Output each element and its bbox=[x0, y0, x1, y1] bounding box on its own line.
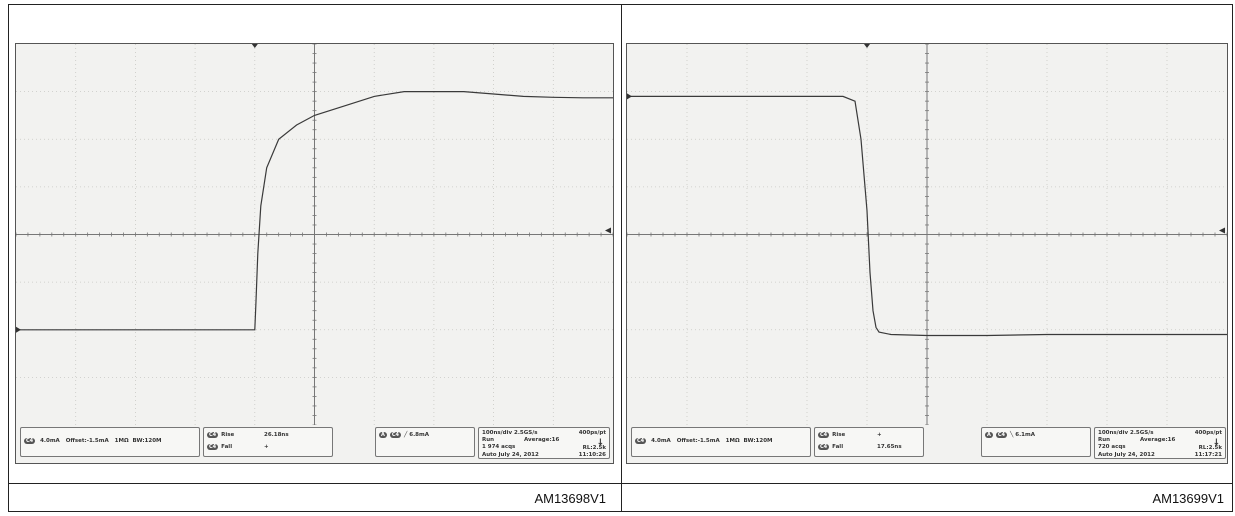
resolution: 400ps/pt bbox=[578, 430, 606, 436]
trigger-tag: A bbox=[985, 432, 993, 438]
caption-rule bbox=[9, 483, 1232, 484]
trigger-position-marker bbox=[251, 44, 258, 48]
waveform-trace bbox=[16, 90, 613, 331]
trigger-level-marker bbox=[605, 227, 611, 234]
acquisition-box: 100ns/div 2.5GS/s 400ps/pt Run Average:1… bbox=[478, 427, 610, 459]
trigger-level: 6.8mA bbox=[409, 432, 429, 438]
run-mode: Run bbox=[482, 437, 495, 443]
channel-scale: 4.0mA bbox=[40, 438, 60, 444]
fall-value: 17.65ns bbox=[877, 444, 902, 450]
channel-impedance: 1MΩ bbox=[725, 438, 740, 444]
waveform-trace bbox=[627, 95, 1227, 337]
panel-divider bbox=[621, 5, 622, 511]
channel-box: C4 4.0mA Offset:-1.5mA 1MΩ BW:120M bbox=[631, 427, 811, 457]
measurement-box: C4 Rise + C4 Fall 17.65ns bbox=[814, 427, 924, 457]
average-count: Average:16 bbox=[1140, 437, 1176, 443]
rise-value: 26.18ns bbox=[264, 432, 289, 438]
measurement-box: C4 Rise 26.18ns C4 Fall + bbox=[203, 427, 333, 457]
channel-bandwidth: BW:120M bbox=[132, 438, 162, 444]
trigger-box: A C4 ╱ 6.8mA bbox=[375, 427, 475, 457]
falling-edge-icon: ╲ bbox=[1010, 432, 1014, 438]
timebase: 100ns/div 2.5GS/s bbox=[482, 430, 538, 436]
trigger-box: A C4 ╲ 6.1mA bbox=[981, 427, 1091, 457]
channel-box: C4 4.0mA Offset:-1.5mA 1MΩ BW:120M bbox=[20, 427, 200, 457]
acquisition-time: 11:10:26 bbox=[578, 452, 606, 458]
resolution: 400ps/pt bbox=[1194, 430, 1222, 436]
trigger-level: 6.1mA bbox=[1015, 432, 1035, 438]
acquisition-date: Auto July 24, 2012 bbox=[482, 452, 539, 458]
channel-scale: 4.0mA bbox=[651, 438, 671, 444]
fall-label: Fall bbox=[832, 444, 844, 450]
fall-label: Fall bbox=[221, 444, 233, 450]
channel-offset: Offset:-1.5mA bbox=[65, 438, 109, 444]
channel-bandwidth: BW:120M bbox=[743, 438, 773, 444]
channel-tag: C4 bbox=[24, 438, 36, 444]
fall-value: + bbox=[264, 444, 269, 450]
acquisition-time: 11:17:21 bbox=[1194, 452, 1222, 458]
rise-label: Rise bbox=[832, 432, 846, 438]
channel-offset: Offset:-1.5mA bbox=[676, 438, 720, 444]
trigger-level-marker bbox=[1219, 227, 1225, 234]
record-length: RL:2.5k bbox=[1198, 445, 1222, 451]
oscilloscope-panel-left: C4 4.0mA Offset:-1.5mA 1MΩ BW:120M C4 Ris… bbox=[15, 43, 614, 464]
oscilloscope-panel-right: C4 4.0mA Offset:-1.5mA 1MΩ BW:120M C4 Ris… bbox=[626, 43, 1228, 464]
channel-tag: C4 bbox=[207, 444, 219, 450]
timebase: 100ns/div 2.5GS/s bbox=[1098, 430, 1154, 436]
acquisition-count: 1 974 acqs bbox=[482, 444, 516, 450]
rising-edge-icon: ╱ bbox=[404, 432, 408, 438]
rise-value: + bbox=[877, 432, 882, 438]
acquisition-date: Auto July 24, 2012 bbox=[1098, 452, 1155, 458]
channel-tag: C4 bbox=[995, 432, 1008, 438]
channel-level-marker bbox=[627, 93, 632, 100]
channel-level-marker bbox=[16, 326, 21, 333]
rise-label: Rise bbox=[221, 432, 235, 438]
figure-frame: C4 4.0mA Offset:-1.5mA 1MΩ BW:120M C4 Ris… bbox=[8, 4, 1233, 512]
channel-tag: C4 bbox=[207, 432, 219, 438]
trigger-position-marker bbox=[864, 44, 870, 48]
acquisition-count: 720 acqs bbox=[1098, 444, 1126, 450]
channel-tag: C4 bbox=[818, 432, 830, 438]
channel-tag: C4 bbox=[389, 432, 402, 438]
figure-caption-left: AM13698V1 bbox=[534, 491, 606, 506]
down-arrow-icon: ↓ bbox=[596, 438, 604, 448]
average-count: Average:16 bbox=[524, 437, 560, 443]
figure-caption-right: AM13699V1 bbox=[1152, 491, 1224, 506]
scope-plot-left bbox=[16, 44, 613, 425]
run-mode: Run bbox=[1098, 437, 1111, 443]
channel-tag: C4 bbox=[635, 438, 647, 444]
down-arrow-icon: ↓ bbox=[1212, 438, 1220, 448]
scope-plot-right bbox=[627, 44, 1227, 425]
trigger-tag: A bbox=[379, 432, 387, 438]
channel-tag: C4 bbox=[818, 444, 830, 450]
channel-impedance: 1MΩ bbox=[114, 438, 129, 444]
record-length: RL:2.5k bbox=[582, 445, 606, 451]
acquisition-box: 100ns/div 2.5GS/s 400ps/pt Run Average:1… bbox=[1094, 427, 1226, 459]
